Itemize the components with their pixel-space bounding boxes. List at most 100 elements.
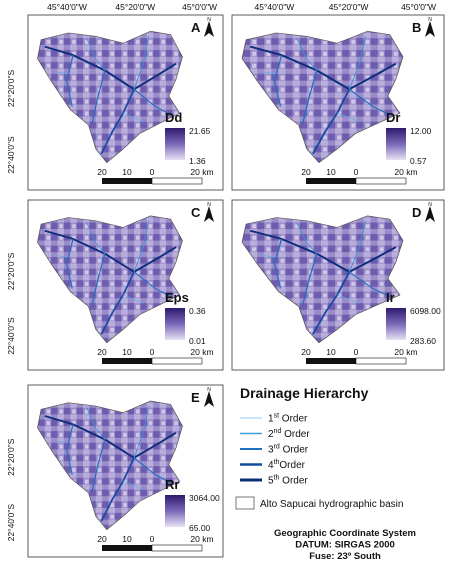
north-arrow [425, 206, 435, 222]
variable-label: Rr [165, 477, 179, 492]
variable-label: Ir [386, 290, 395, 305]
stream [262, 255, 277, 258]
stream [44, 229, 177, 273]
basin-map [241, 30, 404, 164]
color-ramp [165, 128, 185, 160]
stream [91, 439, 106, 492]
scale-unit: 20 km [394, 167, 417, 177]
stream [296, 37, 318, 71]
order-suffix: th [274, 475, 280, 482]
scale-label: 20 [97, 534, 107, 544]
order-text: Order [279, 460, 305, 471]
stream [66, 54, 74, 107]
scale-label: 20 [97, 167, 107, 177]
order-number: 1 [268, 414, 274, 425]
panel-letter: C [191, 205, 201, 220]
stream [91, 70, 106, 124]
north-label: N [207, 387, 211, 393]
legend-max: 21.65 [189, 126, 211, 136]
scale-bar-white [151, 177, 203, 185]
stream [91, 253, 106, 305]
scale-label: 20 [301, 167, 311, 177]
legend-title: Drainage Hierarchy [240, 385, 369, 401]
footer-line: Geographic Coordinate System [274, 528, 416, 539]
scale-label: 10 [122, 347, 132, 357]
variable-label: Dd [165, 110, 182, 125]
stream [66, 238, 74, 289]
order-text: Order [281, 429, 310, 440]
footer-line: Fuse: 23º South [309, 551, 381, 562]
legend-entry: 1st Order [268, 413, 308, 425]
order-suffix: st [274, 413, 280, 420]
stream [133, 88, 171, 116]
scale-label: 0 [150, 167, 155, 177]
stream [249, 45, 397, 91]
order-number: 5 [268, 476, 274, 487]
variable-label: Eps [165, 290, 189, 305]
scale-label: 10 [326, 167, 336, 177]
latitude-label: 22°40'0"S [6, 136, 16, 174]
basin-area [241, 215, 404, 344]
basin-area [37, 30, 183, 164]
stream [262, 71, 277, 75]
stream [86, 222, 106, 255]
basin-swatch [235, 496, 255, 510]
stream [312, 88, 351, 155]
stream [273, 54, 283, 107]
map-panel: B N Dr 12.00 0.57 20 10 0 20 km [231, 14, 445, 191]
scale-bar-white [355, 177, 407, 185]
legend-min: 0.57 [410, 156, 427, 166]
stream [312, 271, 351, 335]
scale-bar-white [151, 357, 203, 365]
basin-map [37, 400, 183, 531]
north-label: N [428, 17, 432, 23]
legend-max: 12.00 [410, 126, 432, 136]
basin-area [37, 215, 183, 344]
color-ramp [386, 128, 406, 160]
legend-entry: 4thOrder [268, 459, 306, 471]
scale-label: 0 [354, 347, 359, 357]
color-ramp [165, 308, 185, 340]
stream [302, 253, 318, 305]
scale-label: 10 [326, 347, 336, 357]
order-number: 3 [268, 445, 274, 456]
stream [133, 271, 171, 298]
order-suffix: rd [274, 444, 280, 451]
stream [296, 222, 318, 255]
panel-letter: E [191, 390, 200, 405]
stream [100, 271, 135, 335]
basin-area [37, 400, 183, 531]
longitude-label: 45°20'0"W [115, 2, 155, 12]
stream [44, 45, 177, 91]
scale-bar-white [355, 357, 407, 365]
panel-letter: D [412, 205, 421, 220]
stream [249, 229, 397, 273]
stream [348, 36, 367, 90]
scale-unit: 20 km [394, 347, 417, 357]
north-label: N [207, 202, 211, 208]
stream [133, 220, 150, 273]
variable-label: Dr [386, 110, 400, 125]
stream [66, 424, 74, 475]
color-ramp [386, 308, 406, 340]
stream [86, 37, 106, 71]
scale-bar-white [151, 544, 203, 552]
stream [348, 220, 367, 273]
scale-bar-black [102, 545, 152, 551]
scale-label: 20 [97, 347, 107, 357]
legend-min: 283.60 [410, 336, 436, 346]
map-panel: D N Ir 6098.00 283.60 20 10 0 20 km [231, 199, 445, 371]
longitude-label: 45°40'0"W [255, 2, 295, 12]
legend-entry: 5th Order [268, 475, 308, 487]
north-arrow [204, 206, 214, 222]
stream [55, 440, 69, 444]
stream [133, 457, 171, 484]
scale-bar-black [102, 178, 152, 184]
order-text: Order [279, 414, 308, 425]
legend-entry: 2nd Order [268, 428, 310, 440]
legend-max: 3064.00 [189, 493, 220, 503]
legend-entry: 3rd Order [268, 444, 309, 456]
legend-min: 1.36 [189, 156, 206, 166]
